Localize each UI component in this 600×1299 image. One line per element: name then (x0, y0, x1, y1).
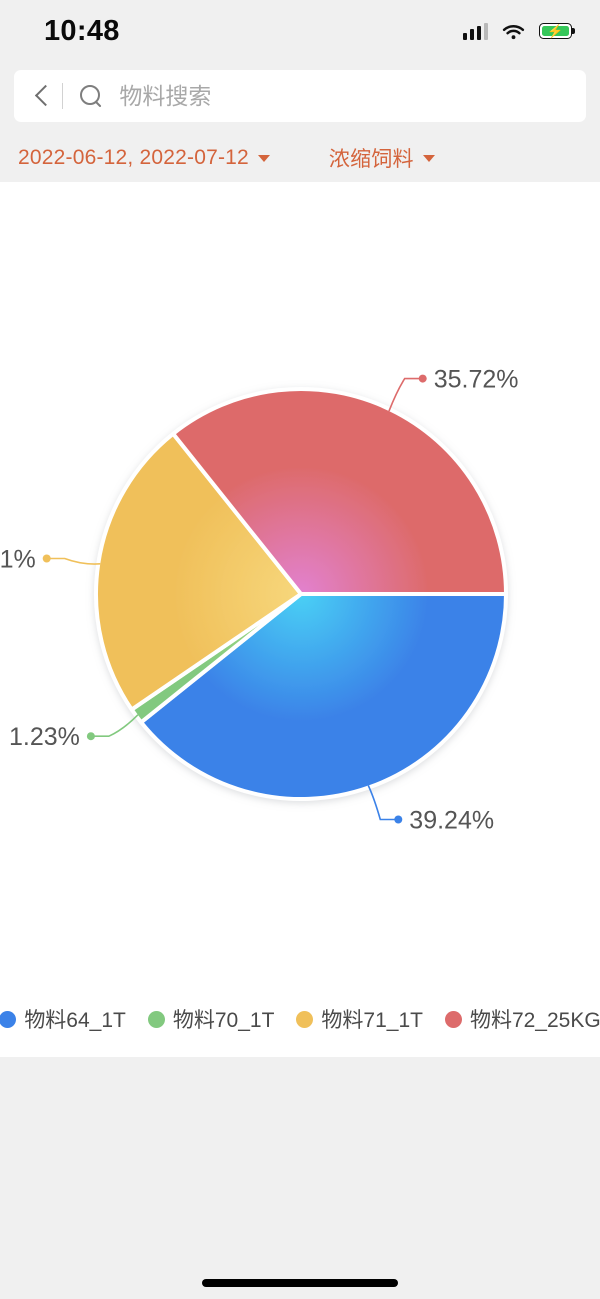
category-filter[interactable]: 浓缩饲料 (329, 143, 435, 173)
legend-color-dot (147, 1010, 165, 1028)
date-range-filter[interactable]: 2022-06-12, 2022-07-12 (18, 146, 270, 170)
legend-item[interactable]: 物料71_1T (296, 1004, 423, 1034)
legend-item-label: 物料71_1T (321, 1009, 423, 1032)
legend-item-label: 物料70_1T (172, 1009, 275, 1032)
chart-legend: 物料64_1T 物料70_1T 物料71_1T 物料72_25KG (0, 1004, 600, 1034)
pie-chart[interactable]: 39.24% 1.23% 23.81% 35.72% (0, 182, 600, 994)
search-divider (62, 83, 64, 109)
label-anchor-dot (394, 815, 403, 824)
pie-data-label: 1.23% (9, 723, 80, 751)
pie-slices (94, 387, 508, 801)
legend-color-dot (296, 1010, 314, 1028)
chevron-down-icon (257, 154, 270, 162)
pie-data-labels: 39.24% 1.23% 23.81% 35.72% (0, 366, 518, 835)
label-leader-line (388, 377, 423, 412)
pie-chart-svg[interactable]: 39.24% 1.23% 23.81% 35.72% (0, 182, 600, 994)
chevron-down-icon (422, 154, 435, 162)
home-indicator (202, 1279, 398, 1287)
label-leader-line (90, 714, 139, 737)
legend-item[interactable]: 物料72_25KG (444, 1004, 600, 1034)
legend-item-label: 物料64_1T (24, 1009, 126, 1032)
status-bar-icons: ⚡ (462, 22, 575, 40)
search-bar[interactable] (14, 70, 586, 122)
cellular-signal-icon (462, 22, 488, 40)
pie-data-label: 35.72% (434, 366, 519, 394)
date-range-filter-label: 2022-06-12, 2022-07-12 (18, 146, 249, 169)
status-bar: 10:48 ⚡ (0, 0, 600, 62)
legend-color-dot (0, 1010, 17, 1028)
legend-item[interactable]: 物料64_1T (0, 1004, 126, 1034)
label-leader-line (46, 557, 101, 565)
category-filter-label: 浓缩饲料 (328, 148, 414, 171)
back-chevron-icon[interactable] (32, 81, 54, 111)
legend-item-label: 物料72_25KG (469, 1009, 600, 1032)
search-icon (79, 84, 103, 108)
label-leader-line (367, 785, 399, 821)
battery-charging-icon: ⚡ (539, 23, 575, 39)
legend-item[interactable]: 物料70_1T (147, 1004, 275, 1034)
label-anchor-dot (418, 374, 427, 383)
status-bar-time: 10:48 (44, 14, 120, 47)
pie-data-label: 39.24% (409, 807, 494, 835)
label-anchor-dot (42, 554, 51, 563)
pie-data-label: 23.81% (0, 546, 36, 574)
label-anchor-dot (86, 732, 95, 741)
filter-row: 2022-06-12, 2022-07-12 浓缩饲料 (0, 136, 600, 180)
wifi-icon (502, 24, 525, 40)
search-input[interactable] (119, 70, 568, 122)
chart-card: 39.24%1.23%23.81%35.72% 物料64_1T物料70_1T物料… (0, 182, 600, 1057)
legend-color-dot (444, 1010, 462, 1028)
